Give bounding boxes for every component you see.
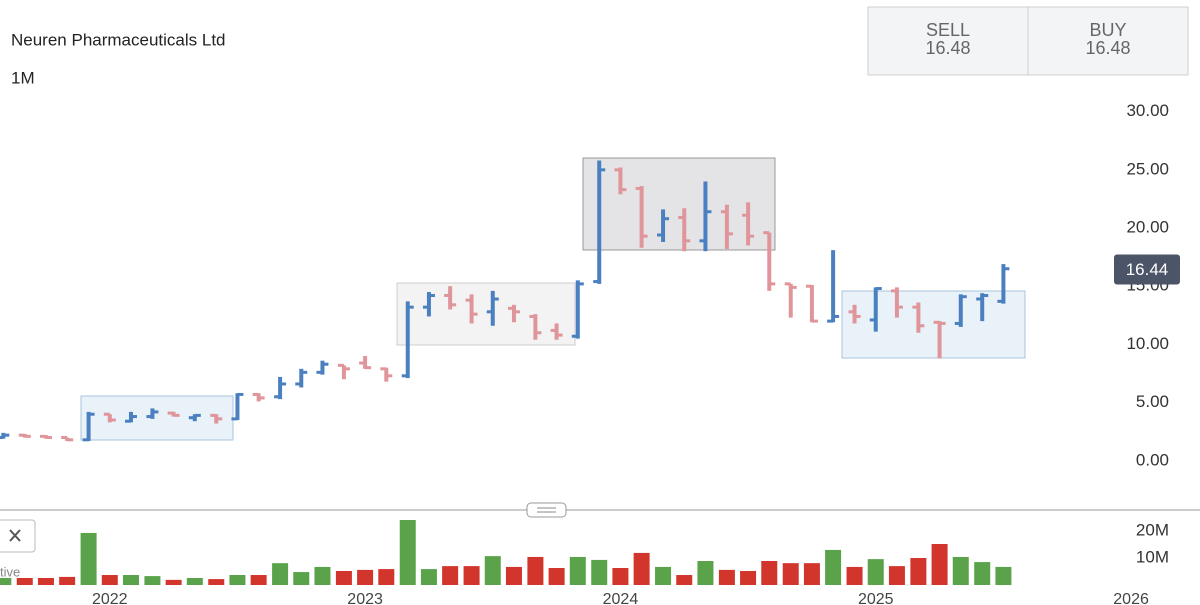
volume-bar — [995, 566, 1012, 585]
volume-bar — [122, 575, 139, 585]
volume-bar — [0, 577, 12, 585]
y-tick-label: 20.00 — [1126, 218, 1169, 237]
volume-bar — [335, 570, 352, 585]
x-tick-label: 2024 — [603, 591, 639, 605]
y-tick-label: 5.00 — [1136, 392, 1169, 411]
volume-bar — [250, 575, 267, 585]
volume-bar — [399, 520, 416, 585]
volume-bar — [974, 562, 991, 585]
volume-bar — [378, 569, 395, 585]
volume-bar — [740, 570, 757, 585]
x-tick-label: 2023 — [347, 591, 383, 605]
x-tick-label: 2025 — [858, 591, 894, 605]
volume-bar — [931, 544, 948, 585]
y-tick-label: 10.00 — [1126, 334, 1169, 353]
sell-label: SELL — [926, 20, 970, 40]
sell-button[interactable] — [867, 6, 1029, 76]
pattern-box — [396, 282, 576, 346]
volume-bar — [633, 552, 650, 585]
y-tick-label: 0.00 — [1136, 450, 1169, 469]
close-icon — [9, 529, 21, 542]
volume-bar — [463, 566, 480, 585]
volume-bar — [420, 569, 437, 585]
volume-bar — [144, 576, 161, 585]
y-tick-label: 30.00 — [1126, 101, 1169, 120]
volume-bar — [548, 568, 565, 585]
buy-label: BUY — [1089, 20, 1126, 40]
pattern-box — [582, 157, 776, 251]
volume-bar — [718, 569, 735, 585]
volume-bar — [612, 568, 629, 585]
volume-bar — [357, 569, 374, 585]
last-price-badge — [1114, 254, 1180, 285]
volume-bar — [59, 576, 76, 585]
divider-handle[interactable] — [526, 502, 567, 518]
volume-bar — [761, 561, 778, 585]
volume-bar — [314, 566, 331, 585]
panel-label: tive — [0, 564, 20, 579]
volume-bar — [229, 575, 246, 585]
volume-bar — [442, 566, 459, 585]
volume-bar — [697, 561, 714, 585]
volume-bar — [293, 572, 310, 585]
volume-bar — [272, 563, 289, 585]
instrument-title: Neuren Pharmaceuticals Ltd — [11, 30, 226, 49]
volume-bar — [16, 577, 33, 585]
y-tick-label: 10M — [1136, 548, 1169, 567]
volume-bar — [782, 563, 799, 585]
y-tick-label: 25.00 — [1126, 159, 1169, 178]
volume-bar — [803, 563, 820, 585]
volume-bar — [952, 556, 969, 585]
interval: 1M — [11, 68, 35, 87]
volume-bar — [186, 577, 203, 585]
x-tick-label: 2022 — [92, 591, 128, 605]
volume-bar — [825, 549, 842, 585]
buy-price: 16.48 — [1085, 38, 1130, 58]
volume-bar — [165, 579, 182, 585]
volume-bar — [505, 566, 522, 585]
volume-bar — [910, 558, 927, 585]
y-tick-label: 20M — [1136, 521, 1169, 540]
pattern-box — [80, 395, 234, 441]
x-tick-label: 2026 — [1113, 591, 1149, 605]
volume-bar — [846, 566, 863, 585]
volume-bar — [655, 566, 672, 585]
volume-bar — [484, 556, 501, 585]
volume-bar — [527, 556, 544, 585]
volume-bar — [569, 556, 586, 585]
volume-bar — [37, 577, 54, 585]
close-panel-button[interactable] — [0, 519, 36, 553]
volume-bar — [591, 559, 608, 585]
volume-bar — [867, 559, 884, 585]
volume-bar — [80, 532, 97, 585]
volume-bar — [101, 575, 118, 585]
sell-price: 16.48 — [925, 38, 970, 58]
last-price-label: 16.44 — [1126, 260, 1169, 279]
volume-bar — [888, 566, 905, 585]
buy-button[interactable] — [1027, 6, 1189, 76]
pattern-box — [841, 290, 1026, 359]
volume-bar — [676, 575, 693, 585]
volume-bar — [208, 579, 225, 585]
